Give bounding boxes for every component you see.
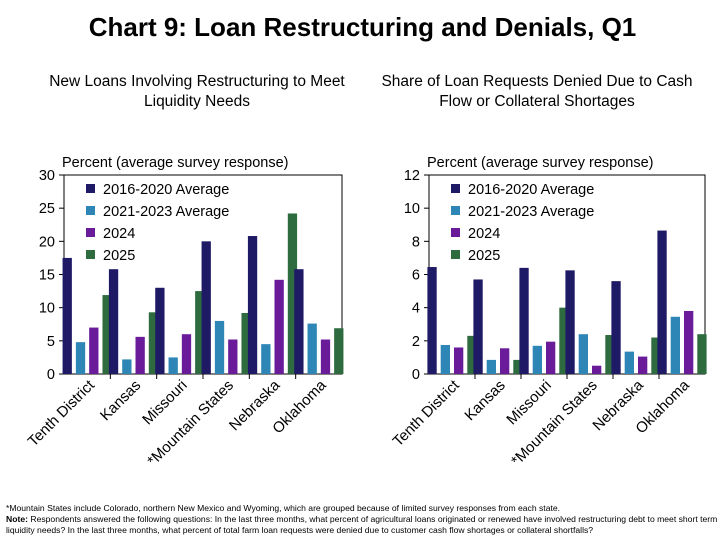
left-y-tick-label: 25	[39, 201, 55, 217]
right-y-tick-label: 6	[412, 268, 420, 284]
right-y-tick-label: 0	[412, 367, 420, 383]
left-x-category-label: Tenth District	[25, 376, 99, 450]
right-legend-label: 2024	[468, 226, 500, 242]
right-bar-2025	[559, 307, 569, 374]
right-legend-label: 2021-2023 Average	[468, 204, 594, 220]
chart-main-title: Chart 9: Loan Restructuring and Denials,…	[88, 12, 637, 42]
left-bar-2021-2023-average	[307, 323, 317, 374]
left-bar-2025	[102, 295, 112, 374]
right-bar-2016-2020-average	[519, 267, 529, 374]
left-bar-2021-2023-average	[261, 344, 271, 374]
left-y-tick-label: 5	[47, 334, 55, 350]
left-bar-2016-2020-average	[155, 287, 165, 374]
right-bar-2024	[638, 356, 648, 374]
left-legend-swatch	[86, 250, 95, 259]
note-text: Respondents answered the following quest…	[6, 514, 718, 535]
right-bar-2021-2023-average	[578, 334, 588, 374]
right-legend-swatch	[451, 184, 460, 193]
right-x-category-label: Tenth District	[389, 376, 463, 450]
left-legend-label: 2016-2020 Average	[103, 182, 229, 198]
right-bar-2021-2023-average	[670, 316, 680, 374]
right-bar-2021-2023-average	[440, 344, 450, 374]
left-bar-2021-2023-average	[122, 359, 132, 374]
right-bar-2024	[454, 347, 464, 374]
right-bar-2021-2023-average	[486, 359, 496, 374]
left-y-tick-label: 20	[39, 234, 55, 250]
left-bar-2024	[135, 336, 145, 374]
right-bar-2016-2020-average	[427, 267, 437, 374]
left-legend-label: 2024	[103, 226, 135, 242]
left-y-tick-label: 10	[39, 301, 55, 317]
note-label: Note:	[6, 514, 28, 524]
right-y-tick-label: 12	[404, 168, 420, 184]
footnote-note: Note: Respondents answered the following…	[6, 514, 721, 536]
left-legend-swatch	[86, 206, 95, 215]
left-bar-2021-2023-average	[168, 357, 178, 374]
right-bar-2025	[467, 335, 477, 374]
left-bar-2016-2020-average	[294, 269, 304, 374]
left-bar-2024	[274, 279, 284, 374]
right-bar-2024	[500, 348, 510, 374]
right-bar-2024	[684, 310, 694, 374]
left-bar-2024	[89, 327, 99, 374]
left-bar-2025	[241, 312, 251, 374]
left-bar-2025	[148, 312, 159, 374]
left-x-category-label: Kansas	[97, 377, 144, 424]
right-bar-2025	[697, 334, 707, 374]
left-bar-2021-2023-average	[75, 342, 86, 374]
left-bar-2025	[287, 213, 298, 374]
right-bar-2016-2020-average	[611, 281, 621, 374]
right-bar-2025	[605, 335, 615, 374]
left-y-tick-label: 0	[47, 367, 55, 383]
left-bar-2016-2020-average	[62, 257, 72, 374]
right-legend-label: 2025	[468, 248, 500, 264]
left-legend-swatch	[86, 228, 95, 237]
right-y-tick-label: 8	[412, 234, 420, 250]
right-legend-swatch	[451, 206, 460, 215]
right-bar-2021-2023-average	[624, 351, 634, 374]
right-bar-2025	[513, 359, 523, 374]
left-x-category-label: *Mountain States	[144, 377, 237, 470]
right-bar-2016-2020-average	[657, 230, 667, 374]
left-y-tick-label: 15	[39, 268, 55, 284]
left-legend-swatch	[86, 184, 95, 193]
left-bar-2024	[228, 339, 238, 374]
left-bar-2016-2020-average	[201, 241, 211, 374]
right-legend-swatch	[451, 228, 460, 237]
right-bar-2016-2020-average	[473, 279, 483, 374]
footnote-mountain-states: *Mountain States include Colorado, north…	[6, 503, 561, 513]
right-chart-title: Share of Loan Requests Denied Due to Cas…	[381, 73, 693, 110]
right-x-category-label: Kansas	[461, 377, 508, 424]
left-bar-2025	[334, 328, 344, 374]
right-x-category-label: *Mountain States	[508, 377, 601, 470]
right-y-tick-label: 2	[412, 334, 420, 350]
left-bar-2025	[195, 291, 205, 374]
right-bar-2021-2023-average	[532, 345, 542, 374]
left-legend-label: 2025	[103, 248, 135, 264]
right-y-tick-label: 10	[404, 201, 420, 217]
left-bar-2016-2020-average	[247, 236, 258, 374]
left-legend-label: 2021-2023 Average	[103, 204, 229, 220]
right-legend-swatch	[451, 250, 460, 259]
left-bar-2024	[181, 334, 192, 374]
left-bar-2016-2020-average	[108, 269, 119, 374]
left-chart-title: New Loans Involving Restructuring to Mee…	[49, 73, 345, 110]
right-bar-2016-2020-average	[565, 270, 575, 374]
left-bar-2021-2023-average	[214, 320, 225, 374]
left-y-axis-label: Percent (average survey response)	[62, 155, 289, 171]
right-bar-2024	[592, 365, 602, 374]
right-bar-2024	[546, 341, 556, 374]
left-bar-2024	[320, 339, 331, 374]
right-y-axis-label: Percent (average survey response)	[427, 155, 654, 171]
left-y-tick-label: 30	[39, 168, 55, 184]
right-legend-label: 2016-2020 Average	[468, 182, 594, 198]
right-bar-2025	[651, 337, 661, 374]
right-y-tick-label: 4	[412, 301, 420, 317]
